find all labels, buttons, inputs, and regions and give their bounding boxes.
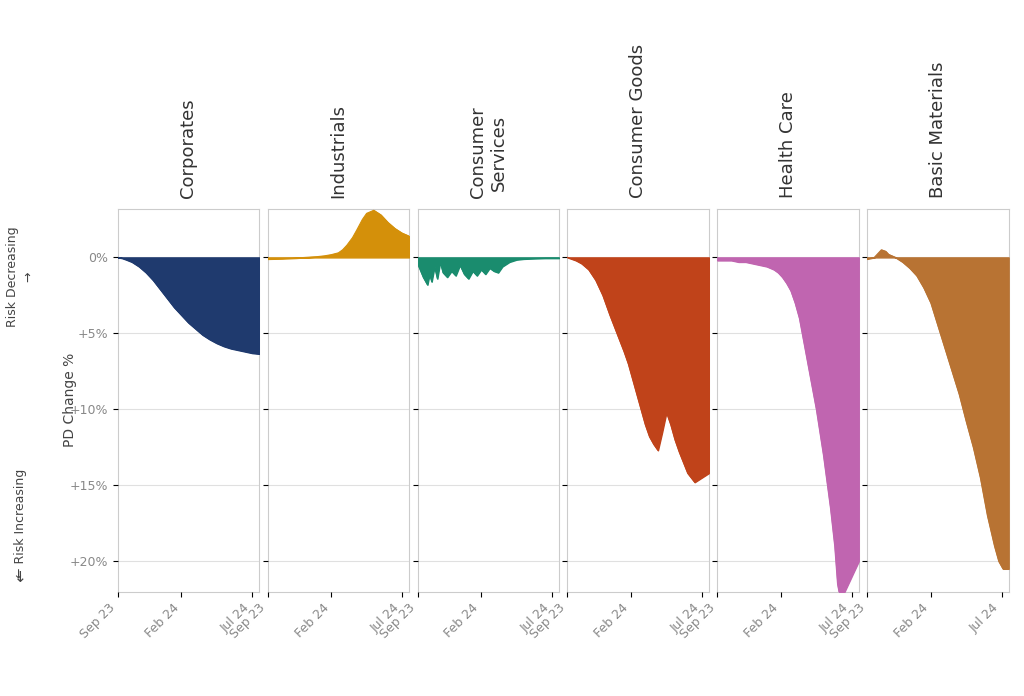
Text: PD Change %: PD Change % xyxy=(62,353,77,448)
Text: Basic Materials: Basic Materials xyxy=(929,62,947,198)
Text: Consumer Goods: Consumer Goods xyxy=(629,45,647,198)
Text: Risk Decreasing
→: Risk Decreasing → xyxy=(6,226,35,327)
Text: ← Risk Increasing: ← Risk Increasing xyxy=(14,469,27,578)
Text: Industrials: Industrials xyxy=(330,104,347,198)
Text: Consumer
Services: Consumer Services xyxy=(469,106,508,198)
Text: Corporates: Corporates xyxy=(179,99,198,198)
Text: Health Care: Health Care xyxy=(779,91,797,198)
Text: ↓: ↓ xyxy=(14,569,27,585)
